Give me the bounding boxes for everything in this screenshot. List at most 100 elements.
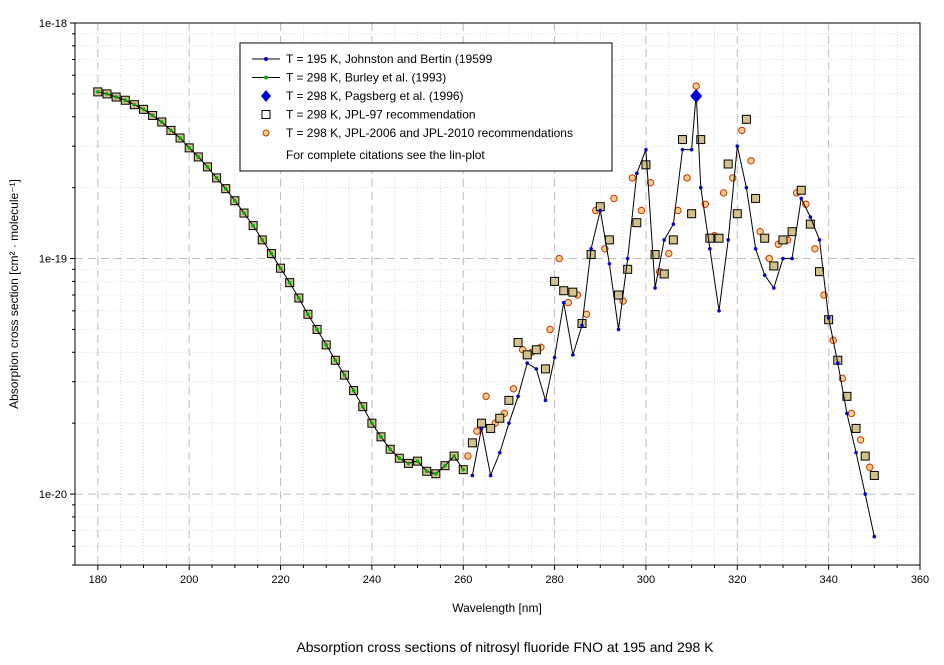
chart-title: Absorption cross sections of nitrosyl fl… (296, 639, 714, 655)
legend-entries: T = 195 K, Johnston and Bertin (19599 T =… (252, 52, 573, 140)
series-0 (470, 92, 877, 539)
legend-entry-1: T = 298 K, Burley et al. (1993) (252, 71, 446, 85)
data-point-square (787, 227, 797, 237)
data-point-square (796, 185, 806, 195)
data-point-square (604, 235, 614, 245)
data-point-square (860, 451, 870, 461)
data-point-circle (692, 82, 700, 90)
legend-marker (261, 110, 271, 119)
data-point-square (815, 267, 825, 277)
data-point-square (486, 423, 496, 433)
data-point-square (531, 345, 541, 355)
series-1 (96, 90, 466, 476)
data-point-circle (756, 228, 764, 236)
data-point (698, 185, 703, 190)
data-point (516, 394, 520, 399)
data-point-square (677, 135, 687, 145)
data-point (150, 113, 155, 118)
data-point-square (696, 135, 706, 145)
data-point-square (851, 423, 861, 433)
data-point (872, 534, 877, 539)
data-point (251, 223, 255, 228)
legend-label: T = 298 K, JPL-97 recommendation (286, 108, 476, 122)
data-point (835, 361, 840, 365)
data-point (169, 128, 173, 133)
data-point (123, 98, 128, 103)
data-point (817, 238, 822, 242)
legend-entry-4: T = 298 K, JPL-2006 and JPL-2010 recomme… (262, 126, 573, 140)
data-point-square (522, 350, 532, 360)
data-point (543, 398, 548, 403)
data-point (333, 358, 338, 363)
data-point (552, 355, 557, 360)
x-tick-label: 300 (637, 574, 655, 586)
y-axis-title: Absorption cross section [cm² · molecule… (7, 179, 21, 409)
data-point (735, 144, 740, 148)
data-point-square (504, 395, 514, 405)
tick-layer: 180 200 220 240 260 280 300 320 340 360 1e-18 1e-19… (39, 18, 929, 586)
x-tick-label: 240 (363, 574, 381, 586)
x-tick-label: 220 (271, 574, 289, 586)
legend-marker (262, 129, 270, 137)
data-point-square (467, 438, 477, 448)
data-point (397, 456, 402, 461)
data-point (635, 171, 639, 176)
data-point (388, 447, 392, 452)
legend-entry-2: T = 298 K, Pagsberg et al. (1996) (261, 89, 464, 103)
x-tick-label: 200 (180, 574, 198, 586)
data-point (233, 198, 237, 203)
data-point-circle (683, 174, 691, 182)
legend-marker (264, 57, 268, 61)
legend-marker (261, 90, 271, 102)
data-point (488, 473, 493, 478)
data-point (187, 146, 191, 150)
data-point (297, 296, 301, 300)
data-point (461, 467, 466, 472)
data-point (598, 208, 603, 213)
legend-marker (264, 75, 268, 80)
data-point-square (623, 264, 633, 274)
x-tick-label: 340 (819, 574, 837, 586)
data-point-square (632, 218, 642, 228)
data-point (507, 421, 511, 425)
data-point (159, 120, 164, 124)
data-point-square (641, 160, 651, 170)
x-tick-label: 320 (728, 574, 746, 586)
data-point (470, 473, 475, 478)
data-point-square (705, 233, 715, 243)
data-point (671, 222, 676, 226)
data-point (424, 469, 429, 474)
series-layer (93, 82, 879, 539)
data-point-square (714, 233, 724, 243)
data-point (689, 147, 694, 152)
plot-frame (74, 22, 921, 566)
data-point-circle (847, 409, 856, 418)
x-tick-label: 280 (545, 574, 563, 586)
data-point-circle (482, 392, 490, 401)
data-point-square (778, 235, 788, 245)
data-point (370, 421, 374, 425)
data-point (744, 185, 749, 190)
data-point (223, 186, 228, 191)
data-point (534, 367, 539, 371)
data-point-square (760, 233, 770, 243)
data-point (644, 147, 648, 152)
data-point (753, 246, 758, 251)
data-point (141, 107, 146, 112)
data-point-circle (747, 157, 755, 165)
data-point-circle (628, 174, 636, 182)
data-point (342, 373, 347, 377)
data-point-circle (729, 174, 737, 182)
data-point-square (687, 209, 697, 219)
data-point-circle (610, 194, 618, 203)
data-point-circle (473, 427, 481, 435)
data-point-square (741, 114, 751, 124)
data-point-square (659, 269, 669, 279)
data-point-circle (646, 178, 655, 187)
data-point-square (842, 391, 852, 401)
data-point-square (723, 159, 733, 169)
data-point (854, 450, 858, 455)
data-point (799, 196, 804, 201)
legend-label: T = 298 K, JPL-2006 and JPL-2010 recomme… (286, 126, 573, 140)
data-point (434, 471, 438, 476)
